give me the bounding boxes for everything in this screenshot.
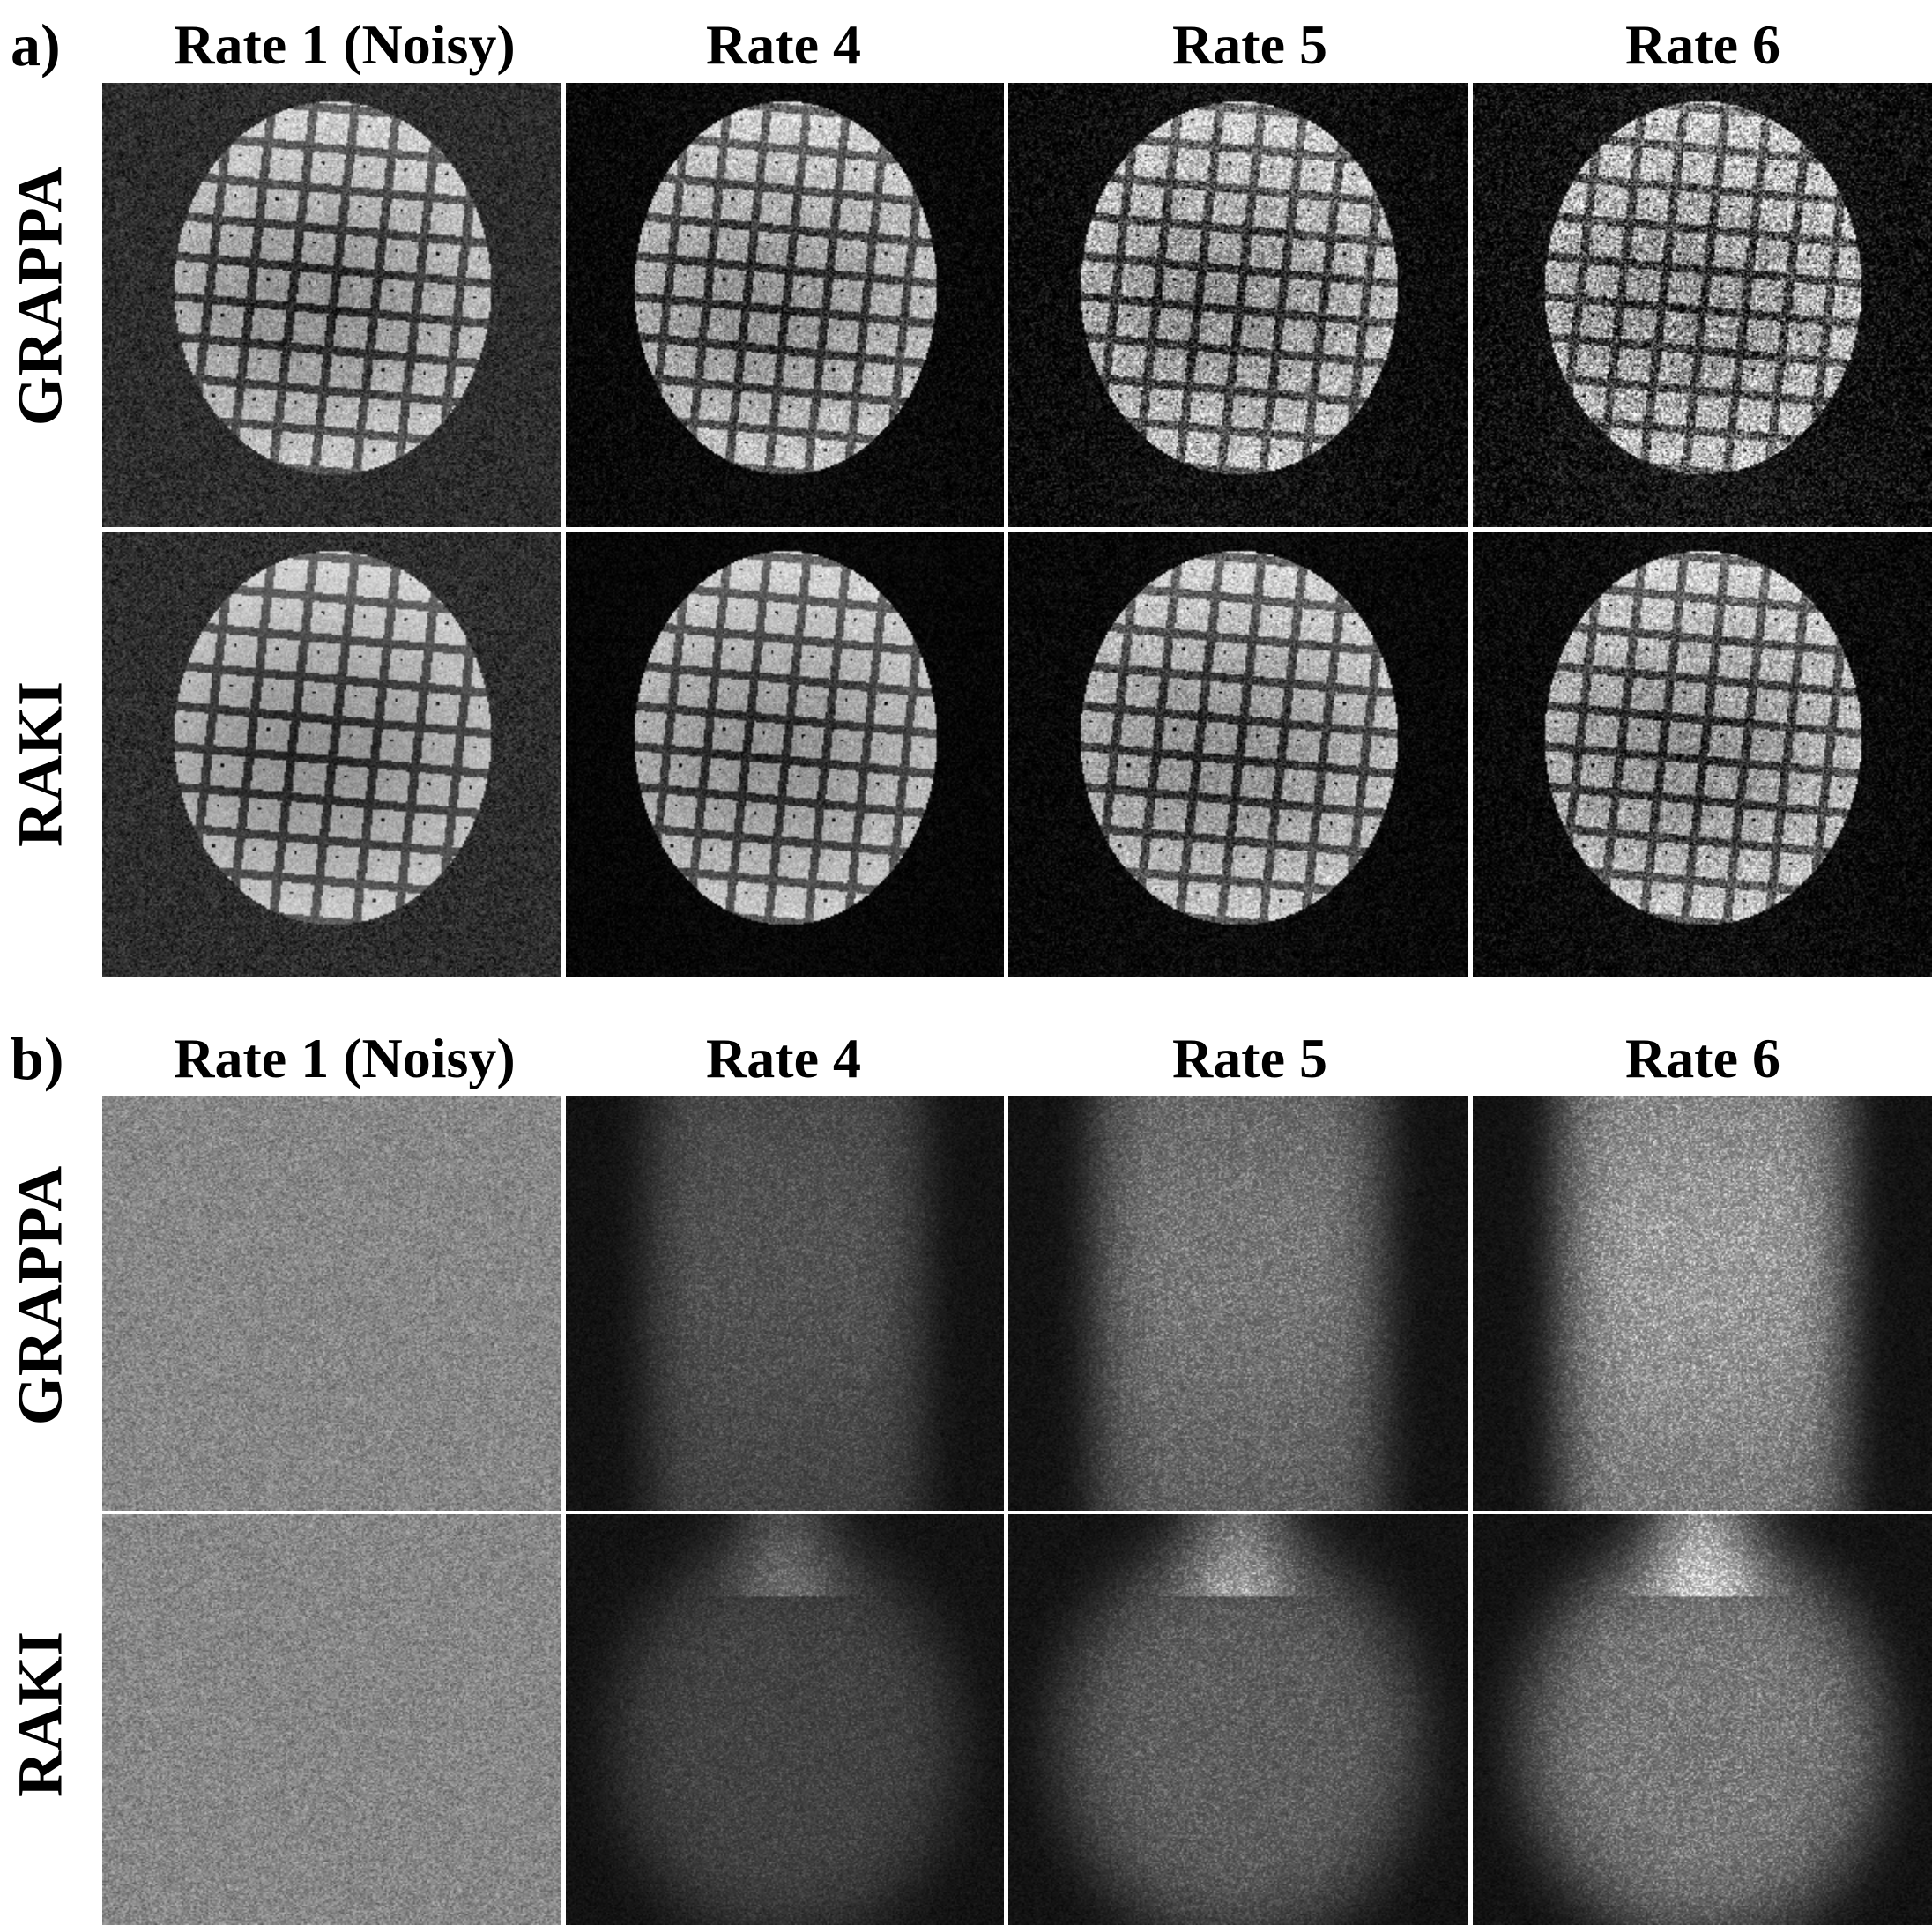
panel-a-letter: a)	[11, 11, 61, 78]
panel-a-grappa-rate-1-noisy-image	[102, 83, 561, 527]
panel-b-grappa-rate-6-image	[1473, 1096, 1932, 1511]
panel-a-grappa-rate-6-image	[1473, 83, 1932, 527]
panel-a-row-label-raki: RAKI	[4, 680, 76, 848]
panel-b-row-label-raki: RAKI	[4, 1631, 76, 1798]
panel-b-raki-rate-6-image	[1473, 1514, 1932, 1925]
panel-b-col-header-1: Rate 1 (Noisy)	[174, 1027, 516, 1089]
panel-a-row-label-grappa: GRAPPA	[4, 166, 76, 427]
panel-b-grappa-rate-5-image	[1008, 1096, 1468, 1511]
panel-a-grappa-rate-4-image	[566, 83, 1004, 527]
panel-a-col-header-1: Rate 1 (Noisy)	[174, 13, 516, 76]
panel-b-row-label-grappa: GRAPPA	[4, 1165, 76, 1426]
panel-a-raki-rate-6-image	[1473, 532, 1932, 977]
panel-a-raki-rate-5-image	[1008, 532, 1468, 977]
panel-b-grappa-rate-4-image	[566, 1096, 1004, 1511]
panel-a-col-header-2: Rate 4	[706, 13, 861, 76]
panel-a-raki-rate-4-image	[566, 532, 1004, 977]
panel-a-raki-rate-1-noisy-image	[102, 532, 561, 977]
panel-b-raki-rate-4-image	[566, 1514, 1004, 1925]
panel-b-col-header-2: Rate 4	[706, 1027, 861, 1089]
panel-b-col-header-4: Rate 6	[1625, 1027, 1780, 1089]
panel-b-letter: b)	[11, 1025, 64, 1092]
panel-b-raki-rate-5-image	[1008, 1514, 1468, 1925]
panel-a-col-header-4: Rate 6	[1625, 13, 1780, 76]
panel-b-col-header-3: Rate 5	[1172, 1027, 1327, 1089]
panel-a-grappa-rate-5-image	[1008, 83, 1468, 527]
panel-b-raki-rate-1-noisy-image	[102, 1514, 561, 1925]
panel-a-col-header-3: Rate 5	[1172, 13, 1327, 76]
panel-b-grappa-rate-1-noisy-image	[102, 1096, 561, 1511]
